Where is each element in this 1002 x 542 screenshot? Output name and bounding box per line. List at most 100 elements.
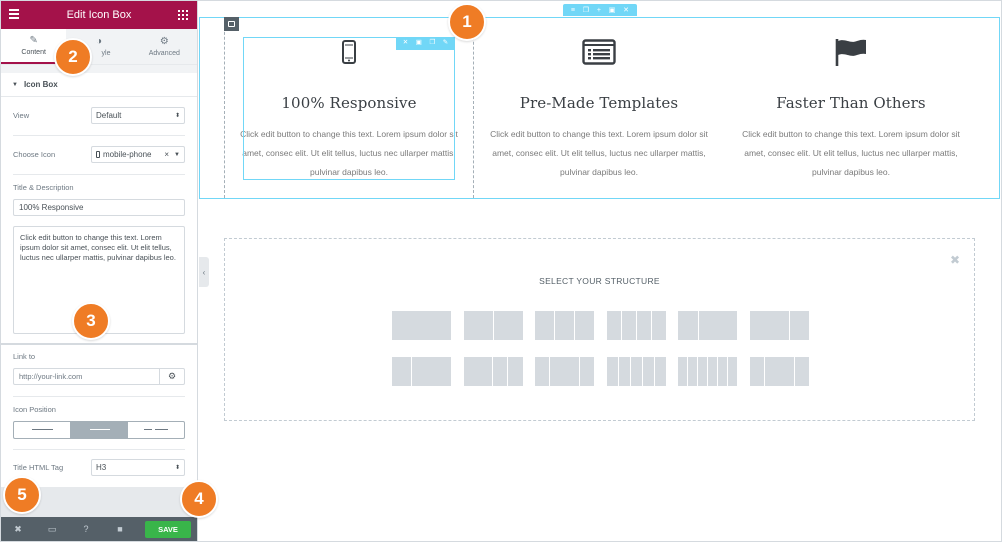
structure-preset[interactable] [606,357,666,386]
choose-icon-label: Choose Icon [13,150,56,159]
widget-close-icon[interactable]: ✕ [402,39,409,47]
tab-style-label: yle [101,49,111,57]
tab-advanced[interactable]: ⚙ Advanced [132,29,197,64]
icon-box-text: Click edit button to change this text. L… [742,129,960,177]
gear-icon: ⚙ [159,35,169,47]
folder-icon[interactable]: ■ [117,524,123,534]
select-arrows-icon: ⬍ [174,113,180,119]
structure-preset[interactable] [463,311,523,340]
structure-preset[interactable] [535,357,595,386]
structure-presets-row-1 [392,311,809,340]
structure-preset[interactable] [392,311,451,340]
pencil-icon: ✎ [29,34,38,46]
section-toolbar: ≡ ❐ + ▣ ✕ [563,4,637,16]
structure-preset[interactable] [678,311,738,340]
icon-box-title: 100% Responsive [281,94,417,112]
icon-box-title: Pre-Made Templates [519,94,679,112]
icon-position-top-button[interactable] [70,422,127,438]
selected-section[interactable] [199,17,1000,199]
choose-icon-value: mobile-phone [103,150,152,159]
icon-box-title: Faster Than Others [776,94,926,112]
chevron-down-icon: ▼ [174,151,180,158]
section-toggle-icon-box[interactable]: ▼ Icon Box [1,73,197,97]
divider [13,449,185,450]
tab-advanced-label: Advanced [148,49,180,57]
align-right-icon [128,428,184,432]
hamburger-menu-icon[interactable] [9,9,19,19]
title-tag-select[interactable]: H3 ⬍ [91,459,185,476]
structure-preset[interactable] [606,311,666,340]
selected-widget[interactable] [243,37,455,180]
section-divider [1,343,197,345]
title-tag-value: H3 [96,463,107,472]
section-duplicate-icon[interactable]: ❐ [582,6,590,14]
control-title-desc: Title & Description [13,183,185,192]
panel-title: Edit Icon Box [66,9,132,21]
view-label: View [13,111,30,120]
align-left-icon [14,428,70,432]
clear-icon[interactable]: × [164,150,170,159]
icon-box-1[interactable]: 100% Responsive Click edit button to cha… [224,36,474,182]
editor-panel: Edit Icon Box ✎ Content ◑ yle ⚙ Advanced… [1,1,198,541]
section-add-icon[interactable]: + [596,6,601,14]
divider [13,135,185,136]
responsive-desktop-icon[interactable]: ▭ [47,523,57,534]
close-icon[interactable]: ✖ [949,253,960,267]
widget-edit-pencil-icon[interactable]: ✎ [442,39,449,47]
icon-box-3[interactable]: Faster Than Others Click edit button to … [726,36,976,182]
widget-save-icon[interactable]: ▣ [415,39,422,47]
section-save-icon[interactable]: ▣ [608,6,616,14]
callout-badge-4: 4 [180,480,218,518]
icon-position-choices [13,421,185,439]
callout-badge-2: 2 [54,38,92,76]
help-icon[interactable]: ? [83,524,89,534]
panel-header: Edit Icon Box [1,1,197,29]
structure-preset[interactable] [678,357,738,386]
structure-preset[interactable] [463,357,523,386]
section-menu-icon[interactable]: ≡ [570,6,575,14]
column-outline [224,17,474,198]
half-circle-icon: ◑ [95,35,103,47]
structure-preset[interactable] [749,357,809,386]
divider [13,174,185,175]
flag-icon [726,36,976,68]
structure-preset[interactable] [749,311,809,340]
view-select[interactable]: Default ⬍ [91,107,185,124]
column-handle-icon[interactable] [224,17,239,31]
callout-badge-3: 3 [72,302,110,340]
close-icon[interactable]: ✖ [14,523,22,534]
widget-duplicate-icon[interactable]: ❐ [429,39,436,47]
title-input[interactable]: 100% Responsive [13,199,185,216]
caret-down-icon: ▼ [12,81,18,88]
mobile-phone-icon [96,151,100,158]
collapse-panel-chevron-left-icon[interactable]: ‹ [199,257,209,287]
panel-footer: ✖ ▭ ? ■ SAVE [1,517,197,541]
icon-position-left-button[interactable] [14,422,70,438]
section-close-icon[interactable]: ✕ [623,6,630,14]
widgets-grid-icon[interactable] [178,10,188,20]
link-label: Link to [13,352,36,361]
control-title-tag: Title HTML Tag H3 ⬍ [13,459,185,476]
divider [13,396,185,397]
callout-badge-1: 1 [448,3,486,41]
tab-style[interactable]: ◑ yle [66,29,131,64]
icon-position-right-button[interactable] [127,422,184,438]
icon-box-2[interactable]: Pre-Made Templates Click edit button to … [474,36,724,182]
control-icon-position: Icon Position [13,405,185,414]
link-options-gear-icon[interactable]: ⚙ [159,368,185,385]
view-select-value: Default [96,111,122,120]
tabs-spacer [1,65,197,73]
control-link: Link to [13,352,185,361]
icon-position-label: Icon Position [13,405,56,414]
structure-preset[interactable] [392,357,451,386]
save-button[interactable]: SAVE [145,521,191,538]
align-top-icon [71,428,127,432]
callout-badge-5: 5 [3,476,41,514]
link-input[interactable]: http://your-link.com [13,368,160,385]
structure-presets-row-2 [392,357,809,386]
list-alt-icon [474,36,724,68]
title-desc-label: Title & Description [13,183,74,192]
choose-icon-select[interactable]: mobile-phone × ▼ [91,146,185,163]
structure-preset[interactable] [535,311,595,340]
icon-box-text: Click edit button to change this text. L… [240,129,458,177]
